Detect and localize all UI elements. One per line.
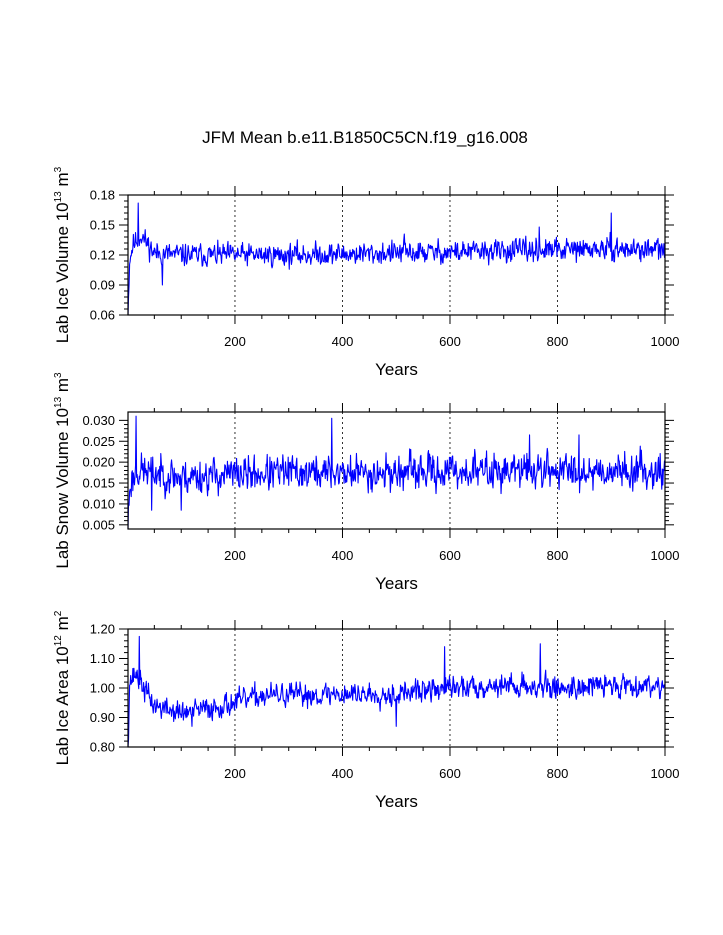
y-axis-label-exponent: 13 bbox=[53, 396, 64, 408]
y-tick-label: 0.010 bbox=[82, 496, 115, 511]
panel-snow-volume: 200 400 600 800 1000 0.005 0.010 0.015 0.020 0.02… bbox=[53, 372, 679, 593]
y-axis-label: Lab Ice Volume 1013 m3 bbox=[53, 166, 72, 343]
y-tick-label: 1.20 bbox=[90, 622, 115, 637]
y-axis-label: Lab Snow Volume 1013 m3 bbox=[53, 372, 72, 569]
x-axis-label: Years bbox=[375, 792, 418, 811]
series-line-snow-volume bbox=[127, 415, 666, 530]
y-tick-label: 0.06 bbox=[90, 308, 115, 323]
y-axis-label-unit: m bbox=[53, 172, 72, 191]
x-tick-label: 400 bbox=[332, 766, 354, 781]
y-axis-label-unit-exponent: 3 bbox=[53, 166, 64, 172]
x-tick-label: 1000 bbox=[651, 766, 680, 781]
x-tick-label: 200 bbox=[224, 334, 246, 349]
y-tick-label: 1.00 bbox=[90, 681, 115, 696]
chart-title: JFM Mean b.e11.B1850C5CN.f19_g16.008 bbox=[202, 128, 528, 147]
series-line-ice-volume bbox=[127, 202, 666, 316]
y-axis-label-unit-exponent: 2 bbox=[53, 610, 64, 616]
y-tick-label: 1.10 bbox=[90, 651, 115, 666]
x-axis-label: Years bbox=[375, 574, 418, 593]
y-axis-label-main: Lab Ice Volume 10 bbox=[53, 202, 72, 343]
x-tick-label: 400 bbox=[332, 548, 354, 563]
panel-ice-volume: 200 400 600 800 1000 0.06 0.09 0.12 0.15 0.18 Year… bbox=[53, 166, 679, 379]
y-tick-label: 0.80 bbox=[90, 740, 115, 755]
x-tick-label: 600 bbox=[439, 766, 461, 781]
y-tick-label: 0.90 bbox=[90, 710, 115, 725]
y-axis-label-main: Lab Ice Area 10 bbox=[53, 646, 72, 765]
series-line-ice-area bbox=[127, 635, 666, 748]
y-axis-label: Lab Ice Area 1012 m2 bbox=[53, 610, 72, 765]
y-axis-label-exponent: 12 bbox=[53, 635, 64, 647]
x-tick-label: 400 bbox=[332, 334, 354, 349]
y-tick-label: 0.09 bbox=[90, 278, 115, 293]
x-tick-label: 1000 bbox=[651, 334, 680, 349]
y-tick-label: 0.030 bbox=[82, 413, 115, 428]
x-tick-label: 200 bbox=[224, 548, 246, 563]
y-tick-label: 0.15 bbox=[90, 218, 115, 233]
x-axis-label: Years bbox=[375, 360, 418, 379]
y-tick-label: 0.015 bbox=[82, 476, 115, 491]
y-axis-label-unit: m bbox=[53, 616, 72, 635]
y-tick-label: 0.12 bbox=[90, 248, 115, 263]
y-axis-label-exponent: 13 bbox=[53, 191, 64, 203]
x-tick-label: 200 bbox=[224, 766, 246, 781]
x-tick-label: 600 bbox=[439, 548, 461, 563]
x-tick-label: 1000 bbox=[651, 548, 680, 563]
x-tick-label: 600 bbox=[439, 334, 461, 349]
y-axis-label-unit-exponent: 3 bbox=[53, 372, 64, 378]
x-tick-label: 800 bbox=[547, 548, 569, 563]
y-tick-label: 0.005 bbox=[82, 517, 115, 532]
x-tick-label: 800 bbox=[547, 766, 569, 781]
panel-ice-area: 200 400 600 800 1000 0.80 0.90 1.00 1.10 1.20 Year… bbox=[53, 610, 679, 811]
y-tick-label: 0.18 bbox=[90, 188, 115, 203]
x-tick-label: 800 bbox=[547, 334, 569, 349]
y-tick-label: 0.020 bbox=[82, 455, 115, 470]
y-axis-label-unit: m bbox=[53, 378, 72, 397]
y-tick-label: 0.025 bbox=[82, 434, 115, 449]
y-axis-label-main: Lab Snow Volume 10 bbox=[53, 408, 72, 569]
